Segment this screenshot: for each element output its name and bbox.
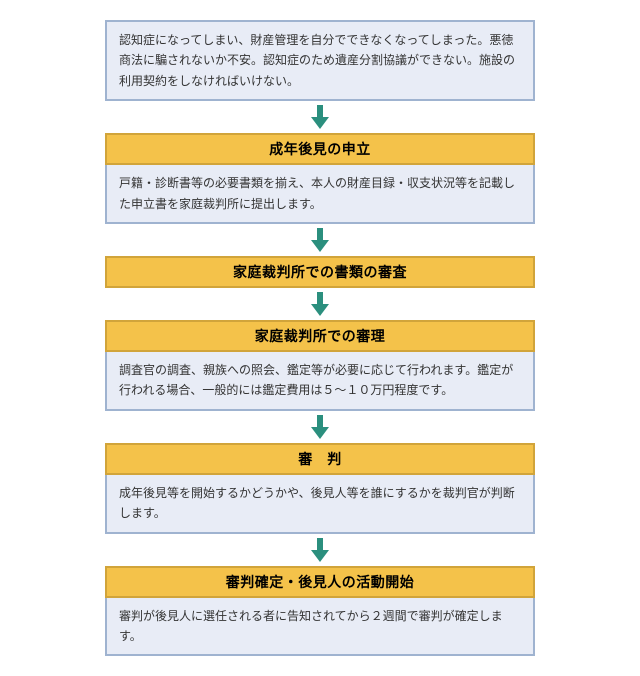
flow-step: 審判確定・後見人の活動開始審判が後見人に選任される者に告知されてから２週間で審判… — [105, 566, 535, 657]
step-title: 家庭裁判所での書類の審査 — [105, 256, 535, 288]
step-description: 調査官の調査、親族への照会、鑑定等が必要に応じて行われます。鑑定が行われる場合、… — [105, 352, 535, 411]
context-box: 認知症になってしまい、財産管理を自分でできなくなってしまった。悪徳商法に騙されな… — [105, 20, 535, 101]
arrow-down-icon — [308, 105, 332, 129]
arrow-down-icon — [308, 415, 332, 439]
flow-step: 家庭裁判所での書類の審査 — [105, 256, 535, 288]
arrow-down-icon — [308, 228, 332, 252]
flowchart: 認知症になってしまい、財産管理を自分でできなくなってしまった。悪徳商法に騙されな… — [105, 20, 535, 656]
step-title: 家庭裁判所での審理 — [105, 320, 535, 352]
step-description: 戸籍・診断書等の必要書類を揃え、本人の財産目録・収支状況等を記載した申立書を家庭… — [105, 165, 535, 224]
arrow-down-icon — [308, 538, 332, 562]
step-title: 審 判 — [105, 443, 535, 475]
step-title: 成年後見の申立 — [105, 133, 535, 165]
flow-step: 審 判成年後見等を開始するかどうかや、後見人等を誰にするかを裁判官が判断します。 — [105, 443, 535, 534]
flow-step: 成年後見の申立戸籍・診断書等の必要書類を揃え、本人の財産目録・収支状況等を記載し… — [105, 133, 535, 224]
flow-step: 家庭裁判所での審理調査官の調査、親族への照会、鑑定等が必要に応じて行われます。鑑… — [105, 320, 535, 411]
step-title: 審判確定・後見人の活動開始 — [105, 566, 535, 598]
step-description: 成年後見等を開始するかどうかや、後見人等を誰にするかを裁判官が判断します。 — [105, 475, 535, 534]
arrow-down-icon — [308, 292, 332, 316]
step-description: 審判が後見人に選任される者に告知されてから２週間で審判が確定します。 — [105, 598, 535, 657]
